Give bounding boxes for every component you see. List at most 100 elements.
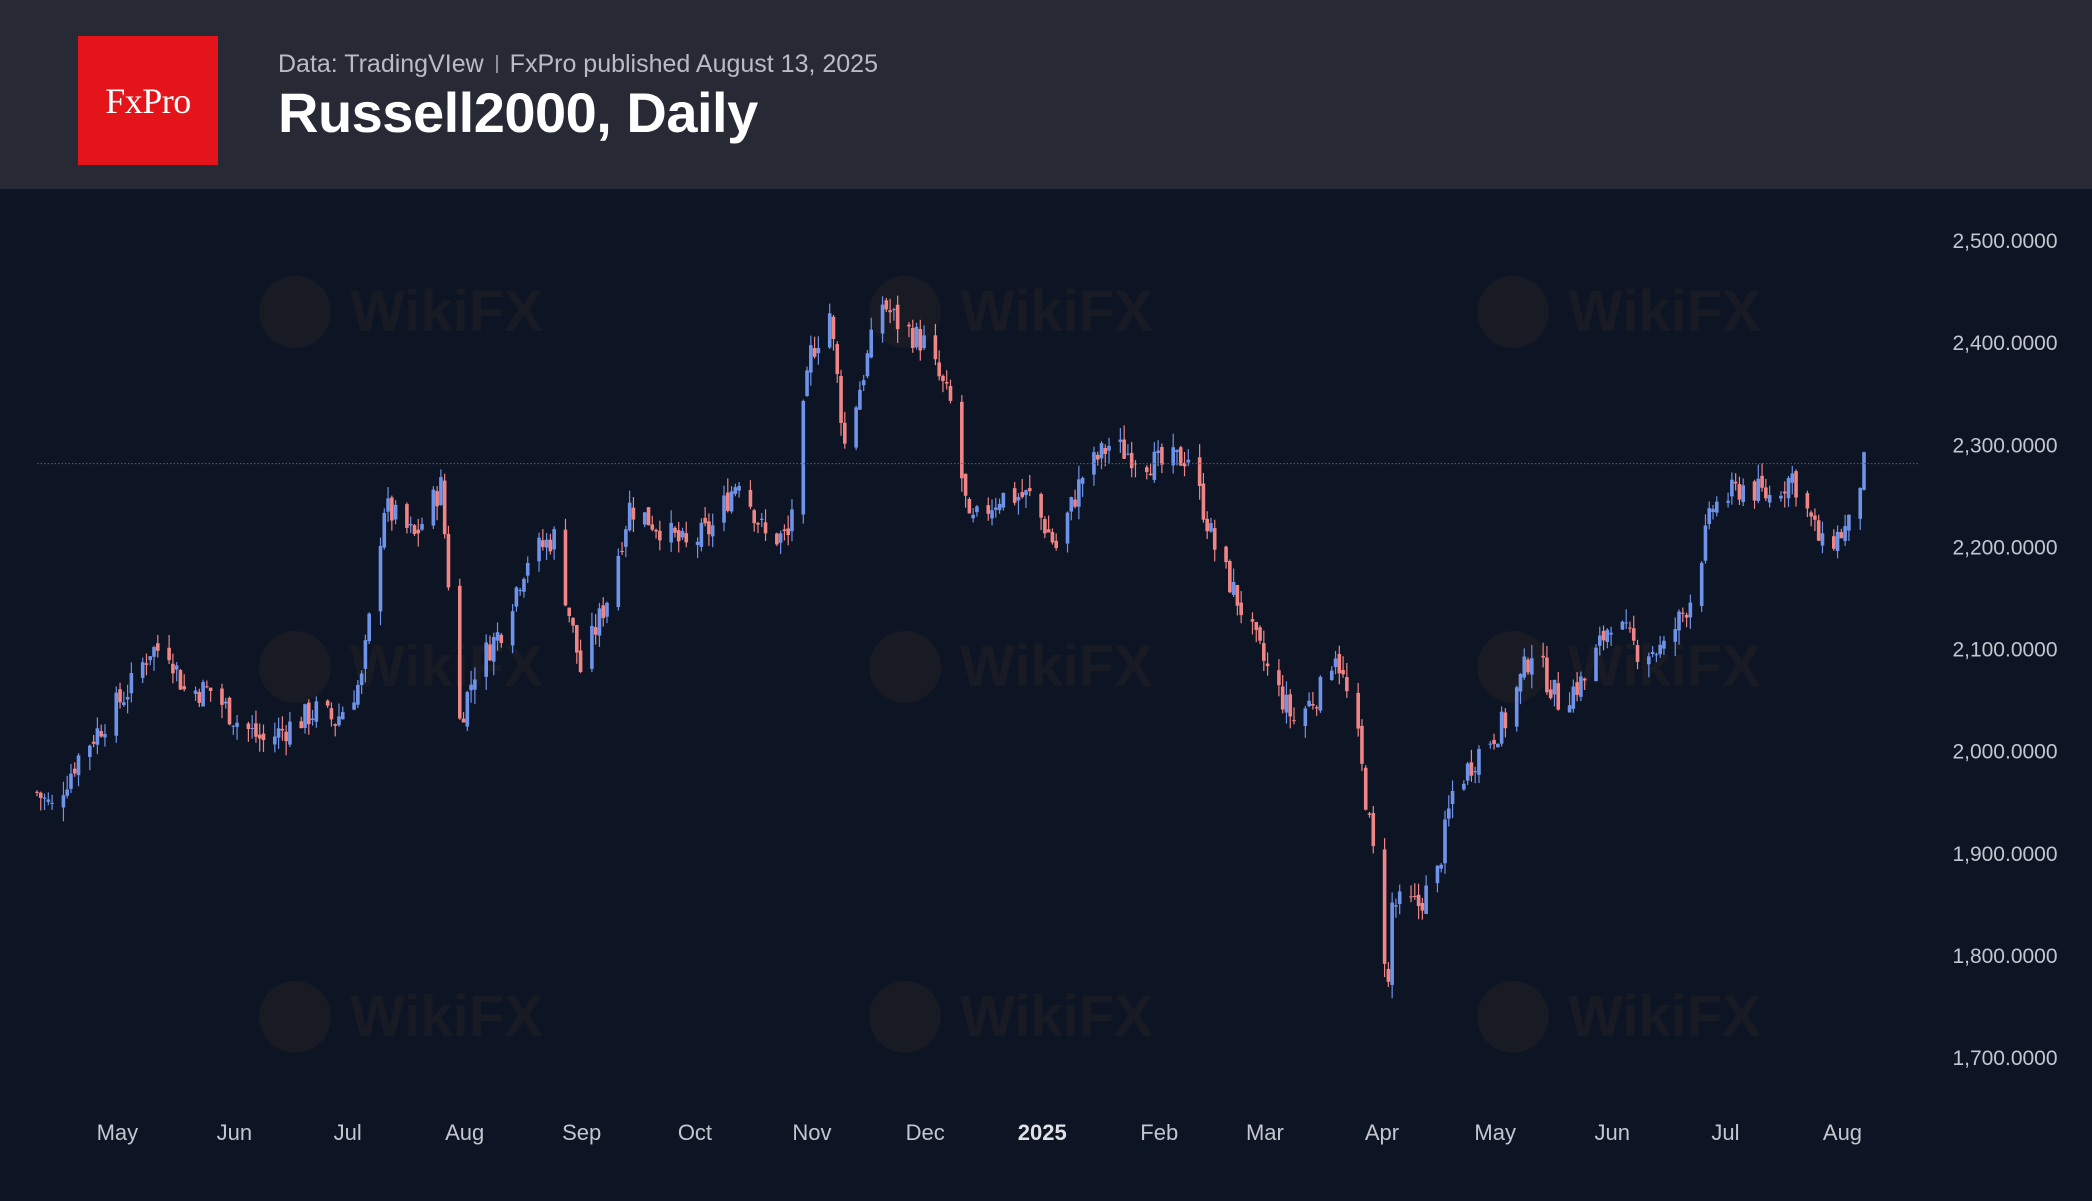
candle [1280, 675, 1285, 714]
candle [1394, 898, 1398, 918]
candle [1333, 650, 1338, 675]
candle [1779, 491, 1783, 502]
candle [416, 518, 421, 547]
candle [737, 481, 741, 498]
candle [778, 530, 783, 555]
candle [642, 512, 647, 528]
candle [1556, 672, 1561, 711]
candle [1752, 479, 1757, 509]
candle [1654, 652, 1659, 663]
candle [1782, 481, 1787, 508]
candle [1356, 682, 1360, 737]
candle [1360, 719, 1364, 772]
x-tick-label: Feb [1140, 1120, 1178, 1145]
candle [1571, 679, 1576, 713]
candle [1077, 465, 1081, 520]
candle [1122, 425, 1126, 459]
candle [646, 507, 651, 526]
candle [340, 706, 345, 720]
y-tick-label: 2,500.0000 [1952, 230, 2057, 253]
candle [299, 716, 304, 729]
candle [72, 762, 77, 777]
candle [775, 532, 779, 547]
candle [963, 473, 968, 508]
meta-separator [495, 55, 498, 73]
candle [544, 533, 549, 560]
candle [684, 521, 689, 548]
candle [1152, 442, 1157, 483]
candle [261, 724, 266, 752]
candle [537, 532, 541, 572]
watermark-icon [869, 276, 941, 348]
candle [1212, 519, 1217, 562]
candle [1714, 496, 1719, 517]
candle [805, 366, 809, 397]
watermark-text: WikiFX [1568, 279, 1761, 344]
candle [1382, 838, 1387, 978]
candle [1039, 492, 1043, 531]
candle [88, 744, 92, 771]
candle [1843, 514, 1847, 546]
candle [178, 668, 183, 690]
candle [276, 717, 281, 749]
candle [1677, 609, 1681, 645]
candle [91, 735, 96, 748]
candle [469, 670, 473, 703]
candle [571, 617, 575, 633]
watermark-text: WikiFX [350, 984, 543, 1049]
candle [1794, 469, 1798, 507]
candle [1730, 472, 1734, 505]
candle [548, 533, 553, 555]
candle [405, 502, 409, 534]
published-label: FxPro published August 13, 2025 [509, 49, 878, 78]
header-bar: FxPro Data: TradingVIew FxPro published … [0, 0, 2092, 189]
candle [1027, 474, 1032, 497]
candle [1341, 656, 1345, 678]
candle [1620, 620, 1625, 630]
candle [1548, 679, 1553, 700]
candle [1424, 875, 1428, 915]
candle [1477, 745, 1481, 784]
candle [752, 508, 757, 532]
candle [461, 712, 466, 723]
candle [288, 711, 292, 748]
x-tick-label: Nov [792, 1120, 831, 1145]
candle [250, 715, 254, 739]
candle [1688, 594, 1693, 629]
candle [1839, 528, 1844, 539]
candle [907, 322, 911, 338]
watermark-text: WikiFX [350, 279, 543, 344]
candle [197, 688, 202, 708]
candle [363, 634, 368, 683]
candle [1473, 766, 1477, 784]
candle [38, 791, 43, 811]
candle [933, 323, 938, 366]
candle [408, 516, 413, 533]
candle [337, 703, 341, 727]
candle [654, 528, 658, 539]
candle [1650, 646, 1655, 658]
y-tick-label: 1,900.0000 [1952, 843, 2057, 866]
candle [1103, 444, 1108, 467]
candle [1254, 621, 1259, 643]
candle [510, 604, 515, 654]
candle [1764, 478, 1768, 502]
candle [861, 375, 866, 392]
candle [1318, 675, 1323, 713]
candle [997, 498, 1002, 514]
candle [457, 578, 462, 720]
candle [167, 634, 171, 665]
candle [1288, 689, 1293, 729]
candle [254, 710, 258, 743]
candle [1522, 648, 1527, 681]
candle [1148, 463, 1153, 476]
candle [1737, 476, 1742, 505]
candle [914, 322, 919, 350]
candle [246, 721, 251, 742]
candle [1092, 446, 1096, 486]
watermark-text: WikiFX [960, 634, 1153, 699]
candle [1046, 515, 1051, 533]
watermark-text: WikiFX [960, 984, 1153, 1049]
candle [1197, 444, 1202, 500]
watermark-icon [869, 631, 941, 703]
